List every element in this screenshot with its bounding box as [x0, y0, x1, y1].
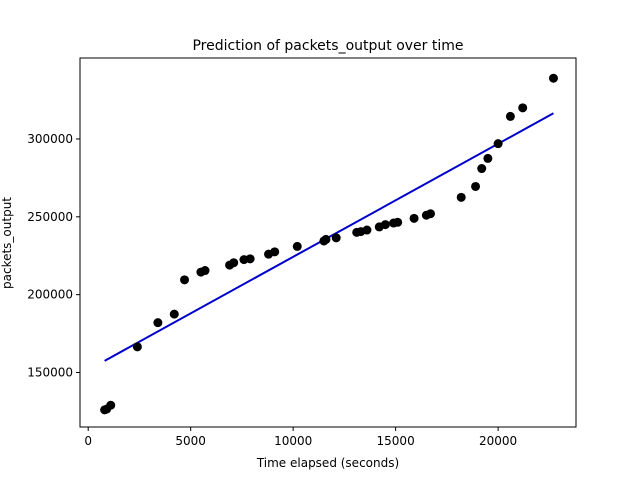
data-point: [362, 225, 372, 235]
y-tick-label: 200000: [27, 288, 73, 302]
y-tick-label: 300000: [27, 132, 73, 146]
data-point: [493, 139, 503, 149]
data-point: [229, 258, 239, 268]
y-tick-label: 250000: [27, 210, 73, 224]
data-point: [548, 73, 558, 83]
x-tick-label: 0: [84, 434, 92, 448]
data-point: [153, 318, 163, 328]
data-point: [169, 309, 179, 319]
x-tick-label: 15000: [377, 434, 415, 448]
x-axis-ticks: 0 5000 10000 15000 20000: [84, 427, 517, 448]
x-tick-label: 20000: [479, 434, 517, 448]
data-point: [425, 209, 435, 219]
y-tick-label: 150000: [27, 366, 73, 380]
data-point: [477, 164, 487, 174]
data-point: [270, 247, 280, 257]
x-axis-label: Time elapsed (seconds): [256, 456, 399, 470]
y-axis-label: packets_output: [0, 197, 14, 289]
data-point: [505, 111, 515, 121]
x-tick-label: 10000: [274, 434, 312, 448]
data-point: [321, 234, 331, 244]
x-tick-label: 5000: [175, 434, 206, 448]
data-point: [380, 220, 390, 230]
data-point: [245, 254, 255, 264]
data-point: [331, 233, 341, 243]
data-point: [106, 400, 116, 410]
data-point: [471, 181, 481, 191]
data-point: [132, 342, 142, 352]
plot-frame: [79, 57, 577, 428]
data-point: [292, 241, 302, 251]
y-axis-ticks: 150000 200000 250000 300000: [27, 132, 80, 380]
data-point: [200, 266, 210, 276]
data-point: [518, 103, 528, 113]
data-point: [393, 217, 403, 227]
data-point: [483, 153, 493, 163]
data-point: [456, 192, 466, 202]
chart-title: Prediction of packets_output over time: [192, 38, 463, 54]
data-point: [180, 275, 190, 285]
series-layer: [100, 73, 558, 415]
data-point: [409, 213, 419, 223]
